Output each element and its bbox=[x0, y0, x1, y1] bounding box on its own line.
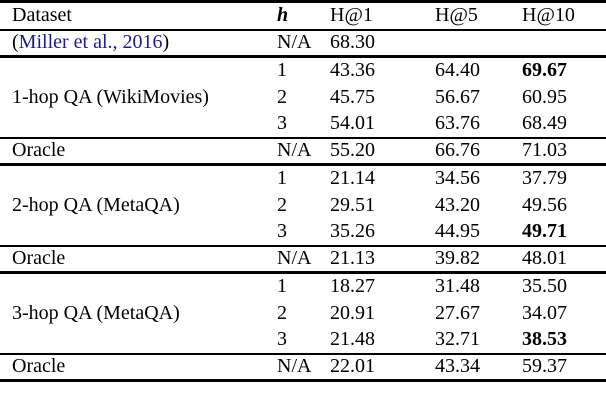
cell-h1: 35.26 bbox=[330, 220, 375, 242]
cell-h5: 39.82 bbox=[430, 244, 517, 274]
cell-oracle-label: Oracle bbox=[0, 136, 265, 166]
data-row: 2 45.75 56.67 60.95 bbox=[0, 84, 606, 111]
data-row: 3-hop QA (MetaQA) 1 18.27 31.48 35.50 bbox=[0, 273, 606, 324]
cell-h1: 68.30 bbox=[325, 29, 430, 58]
cell-h: 1 bbox=[277, 59, 287, 82]
header-cell-h: h bbox=[265, 1, 325, 31]
cell-h5: 43.20 bbox=[435, 193, 480, 216]
cell-h1: 29.51 bbox=[330, 193, 375, 216]
cell-h1: 21.14 bbox=[330, 167, 375, 190]
data-row: 2 20.91 27.67 34.07 bbox=[0, 300, 606, 327]
data-row: 2 29.51 43.20 49.56 bbox=[0, 192, 606, 219]
cell-dataset-label: 2-hop QA (MetaQA) bbox=[12, 193, 180, 216]
cell-h10: 68.49 bbox=[522, 112, 567, 134]
cell-h1: 20.91 bbox=[330, 301, 375, 324]
cell-h10: 48.01 bbox=[517, 244, 606, 274]
cell-h5: 63.76 bbox=[435, 112, 480, 134]
header-row: Dataset h H@1 H@5 H@10 bbox=[0, 1, 606, 31]
header-cell-h-at-5: H@5 bbox=[430, 1, 517, 31]
cell-h: 2 bbox=[277, 193, 287, 216]
cell-h10: 37.79 bbox=[522, 167, 567, 190]
cell-h10-best: 69.67 bbox=[522, 59, 567, 82]
citation-paren-close: ) bbox=[162, 31, 170, 54]
cell-dataset-label: 3-hop QA (MetaQA) bbox=[12, 301, 180, 324]
cell-h10 bbox=[517, 29, 606, 58]
cell-h1: 45.75 bbox=[330, 85, 375, 108]
cell-h: 1 bbox=[277, 167, 287, 190]
cell-h: 2 bbox=[277, 301, 287, 324]
cell-h5: 44.95 bbox=[435, 220, 480, 242]
cell-h10: 60.95 bbox=[522, 85, 567, 108]
cell-h5: 64.40 bbox=[435, 59, 480, 82]
oracle-row: Oracle N/A 55.20 66.76 71.03 bbox=[0, 136, 606, 166]
cell-h: 1 bbox=[277, 275, 287, 298]
cell-h10: 71.03 bbox=[517, 136, 606, 166]
cell-h1: 55.20 bbox=[325, 136, 430, 166]
cell-h: 3 bbox=[277, 328, 287, 350]
cell-dataset-label: 1-hop QA (WikiMovies) bbox=[12, 85, 209, 108]
citation-link[interactable]: Miller et al., 2016 bbox=[18, 31, 163, 54]
cell-h: N/A bbox=[265, 352, 325, 382]
cell-h5: 32.71 bbox=[435, 328, 480, 350]
cell-h10: 34.07 bbox=[522, 301, 567, 324]
data-row: 2-hop QA (MetaQA) 1 21.14 34.56 37.79 bbox=[0, 165, 606, 216]
data-row: 1-hop QA (WikiMovies) 1 43.36 64.40 69.6… bbox=[0, 57, 606, 108]
header-cell-h-at-10: H@10 bbox=[517, 1, 606, 31]
cell-h1: 18.27 bbox=[330, 275, 375, 298]
results-table: Dataset h H@1 H@5 H@10 (Miller et al., 2… bbox=[0, 0, 606, 382]
cell-citation: (Miller et al., 2016) bbox=[0, 29, 265, 58]
data-row: 3 35.26 44.95 49.71 bbox=[0, 219, 606, 246]
citation-paren-open: ( bbox=[12, 31, 19, 54]
cell-h5: 43.34 bbox=[430, 352, 517, 382]
cell-h: N/A bbox=[265, 244, 325, 274]
cell-h: N/A bbox=[265, 136, 325, 166]
cell-oracle-label: Oracle bbox=[0, 352, 265, 382]
cell-h5: 56.67 bbox=[435, 85, 480, 108]
cell-h: N/A bbox=[265, 29, 325, 58]
cell-h5: 66.76 bbox=[430, 136, 517, 166]
cell-h: 3 bbox=[277, 220, 287, 242]
cell-h1: 21.48 bbox=[330, 328, 375, 350]
cell-h5: 34.56 bbox=[435, 167, 480, 190]
cell-h5: 27.67 bbox=[435, 301, 480, 324]
cell-h: 3 bbox=[277, 112, 287, 134]
data-row: 3 21.48 32.71 38.53 bbox=[0, 327, 606, 354]
cell-h1: 54.01 bbox=[330, 112, 375, 134]
cell-h1: 43.36 bbox=[330, 59, 375, 82]
cell-h10: 35.50 bbox=[522, 275, 567, 298]
oracle-row: Oracle N/A 21.13 39.82 48.01 bbox=[0, 244, 606, 274]
cell-h5: 31.48 bbox=[435, 275, 480, 298]
cell-h10-best: 49.71 bbox=[522, 220, 567, 242]
data-row: 3 54.01 63.76 68.49 bbox=[0, 111, 606, 138]
cell-oracle-label: Oracle bbox=[0, 244, 265, 274]
cell-h10-best: 38.53 bbox=[522, 328, 567, 350]
oracle-row: Oracle N/A 22.01 43.34 59.37 bbox=[0, 352, 606, 382]
cell-h: 2 bbox=[277, 85, 287, 108]
cell-h5 bbox=[430, 29, 517, 58]
cell-h1: 21.13 bbox=[325, 244, 430, 274]
cell-h10: 59.37 bbox=[517, 352, 606, 382]
header-cell-h-at-1: H@1 bbox=[325, 1, 430, 31]
cell-h1: 22.01 bbox=[325, 352, 430, 382]
citation-row: (Miller et al., 2016) N/A 68.30 bbox=[0, 29, 606, 58]
header-cell-dataset: Dataset bbox=[0, 1, 265, 31]
cell-h10: 49.56 bbox=[522, 193, 567, 216]
